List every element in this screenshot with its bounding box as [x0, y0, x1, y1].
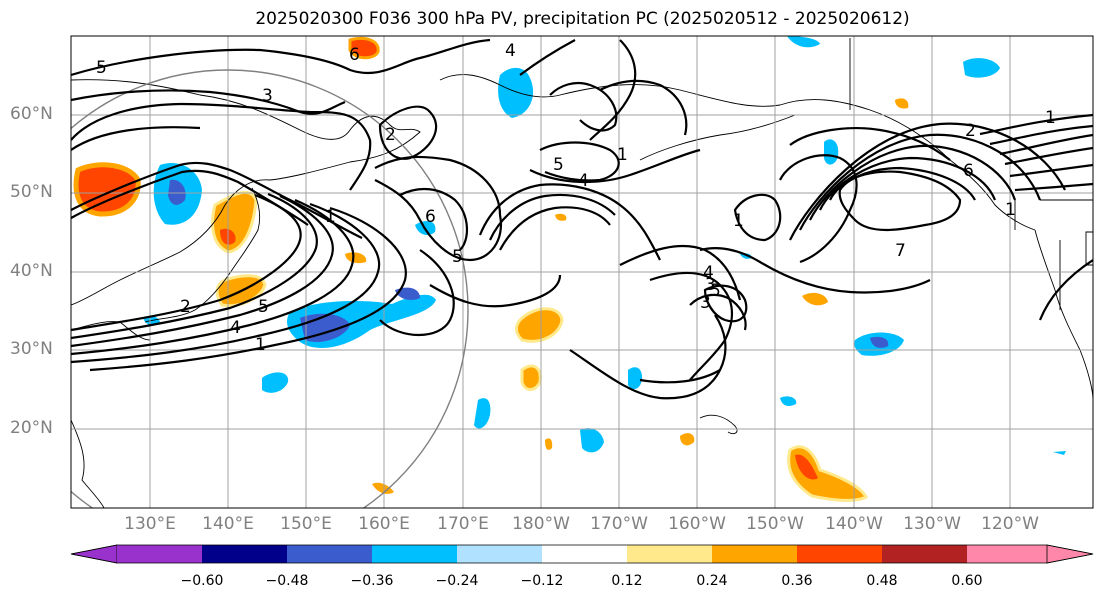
lon-label: 120°W: [981, 514, 1039, 534]
contour-label: 5: [258, 297, 269, 317]
colorbar-segment: [287, 545, 372, 563]
contour-label: 4: [505, 41, 516, 61]
colorbar-segment: [202, 545, 287, 563]
colorbar-segment: [967, 545, 1047, 563]
contour-label: 5: [452, 247, 463, 267]
lon-label: 160°E: [358, 514, 410, 534]
colorbar-segment: [627, 545, 712, 563]
colorbar-tick-label: 0.60: [951, 573, 983, 589]
lon-label: 170°E: [437, 514, 489, 534]
lat-label: 60°N: [10, 104, 53, 124]
colorbar-low-extension: [70, 544, 118, 564]
contour-label: 2: [965, 121, 976, 141]
colorbar-segment: [712, 545, 797, 563]
colorbar-segment: [797, 545, 882, 563]
contour-labels: 5 3 4 6 2 1 1 5 6 5 4 1 1 5 4 3 2 1 6 7 …: [96, 41, 1056, 355]
colorbar-segment: [457, 545, 542, 563]
colorbar-tick-label: −0.12: [520, 573, 564, 589]
precip-anomaly-shading: [73, 36, 1066, 502]
lon-label: 160°W: [668, 514, 726, 534]
colorbar-high-extension: [1046, 544, 1094, 564]
colorbar-tick-label: 0.48: [866, 573, 898, 589]
contour-label: 3: [705, 275, 716, 295]
lon-label: 150°E: [280, 514, 332, 534]
contour-label: 5: [553, 155, 564, 175]
colorbar-segment: [372, 545, 457, 563]
contour-label: 1: [325, 207, 336, 227]
pv-contours: [71, 38, 1093, 400]
lon-label: 140°E: [202, 514, 254, 534]
colorbar: [70, 544, 1094, 564]
contour-label: 1: [1005, 200, 1016, 220]
colorbar-segment: [542, 545, 627, 563]
contour-label: 2: [385, 125, 396, 145]
contour-label: 1: [255, 335, 266, 355]
contour-label: 1: [1045, 108, 1056, 128]
map-title: 2025020300 F036 300 hPa PV, precipitatio…: [255, 9, 910, 29]
reference-circle: [71, 69, 469, 508]
lat-label: 40°N: [10, 261, 53, 281]
colorbar-tick-label: 0.36: [781, 573, 813, 589]
contour-label: 4: [578, 171, 589, 191]
lon-label: 180°W: [512, 514, 570, 534]
contour-label: 3: [262, 86, 273, 106]
lon-label: 150°W: [746, 514, 804, 534]
contour-label: 6: [963, 161, 974, 181]
lat-label: 30°N: [10, 339, 53, 359]
colorbar-tick-label: −0.48: [265, 573, 309, 589]
coastlines: [71, 38, 1093, 508]
graticule: [71, 36, 1093, 508]
lat-label: 20°N: [10, 418, 53, 438]
colorbar-segment: [117, 545, 202, 563]
contour-label: 4: [703, 263, 714, 283]
colorbar-outline: [70, 544, 1094, 564]
colorbar-tick-label: 0.24: [696, 573, 728, 589]
contour-label: 7: [895, 241, 906, 261]
colorbar-tick-label: −0.60: [180, 573, 224, 589]
lon-label: 170°W: [590, 514, 648, 534]
colorbar-tick-label: 0.12: [611, 573, 643, 589]
lon-label: 130°W: [903, 514, 961, 534]
contour-label: 3: [700, 293, 711, 313]
contour-label: 6: [349, 45, 360, 65]
map-frame: [70, 35, 1094, 509]
colorbar-tick-label: −0.36: [350, 573, 394, 589]
contour-label: 2: [180, 297, 191, 317]
contour-label: 5: [96, 58, 107, 78]
lon-label: 130°E: [124, 514, 176, 534]
contour-label: 6: [425, 207, 436, 227]
lat-label: 50°N: [10, 182, 53, 202]
contour-label: 1: [617, 145, 628, 165]
colorbar-segment: [882, 545, 967, 563]
contour-label: 5: [710, 281, 721, 301]
colorbar-tick-label: −0.24: [435, 573, 479, 589]
contour-label: 4: [230, 318, 241, 338]
lon-label: 140°W: [825, 514, 883, 534]
contour-label: 1: [733, 211, 744, 231]
